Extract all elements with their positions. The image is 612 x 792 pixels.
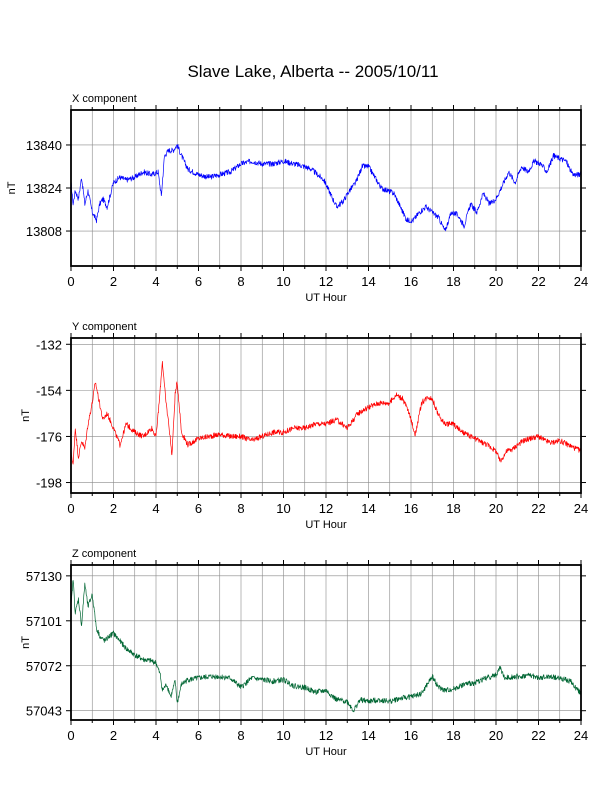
y-tick-label: -198: [36, 476, 62, 491]
x-axis-label: UT Hour: [305, 292, 347, 304]
x-tick-label: 22: [531, 501, 545, 516]
y-tick-label: 13824: [26, 181, 62, 196]
x-tick-label: 6: [195, 501, 202, 516]
x-tick-label: 6: [195, 728, 202, 743]
y-tick-label: -176: [36, 429, 62, 444]
x-tick-label: 4: [152, 728, 159, 743]
x-plot-frame: [70, 109, 582, 267]
y-plot-frame: [70, 337, 582, 494]
x-tick-label: 20: [489, 728, 503, 743]
x-axis-label: UT Hour: [305, 519, 347, 531]
x-tick-label: 12: [319, 501, 333, 516]
y-tick-label: -154: [36, 383, 62, 398]
x-tick-label: 14: [361, 728, 375, 743]
z-panel-title: Z component: [72, 548, 136, 560]
x-tick-label: 2: [110, 501, 117, 516]
x-tick-label: 4: [152, 274, 159, 289]
x-series-line: [70, 143, 581, 232]
z-plot-frame: [70, 564, 582, 721]
y-tick-label: 13840: [26, 138, 62, 153]
x-tick-label: 18: [446, 501, 460, 516]
y-panel-title: Y component: [72, 321, 137, 333]
x-tick-label: 20: [489, 501, 503, 516]
x-tick-label: 10: [276, 501, 290, 516]
x-tick-label: 14: [361, 501, 375, 516]
y-tick-label: 13808: [26, 224, 62, 239]
x-tick-label: 24: [574, 274, 588, 289]
x-tick-label: 14: [361, 274, 375, 289]
z-series-line: [70, 580, 582, 713]
x-tick-label: 16: [404, 728, 418, 743]
y-axis-label: nT: [20, 409, 32, 422]
x-tick-label: 18: [446, 274, 460, 289]
y-axis-label: nT: [6, 181, 18, 194]
x-tick-label: 12: [319, 728, 333, 743]
x-tick-label: 22: [531, 274, 545, 289]
x-tick-label: 0: [67, 501, 74, 516]
y-tick-label: 57072: [26, 659, 62, 674]
y-axis-label: nT: [20, 636, 32, 649]
x-tick-label: 8: [237, 728, 244, 743]
y-tick-label: -132: [36, 337, 62, 352]
x-axis-label: UT Hour: [305, 746, 347, 758]
x-tick-label: 20: [489, 274, 503, 289]
x-tick-label: 12: [319, 274, 333, 289]
x-tick-label: 8: [237, 501, 244, 516]
x-panel-title: X component: [72, 93, 137, 105]
x-tick-label: 2: [110, 728, 117, 743]
y-series-line: [70, 360, 582, 465]
x-tick-label: 0: [67, 728, 74, 743]
x-tick-label: 10: [276, 274, 290, 289]
y-tick-label: 57043: [26, 704, 62, 719]
x-tick-label: 8: [237, 274, 244, 289]
x-tick-label: 22: [531, 728, 545, 743]
x-tick-label: 2: [110, 274, 117, 289]
figure-title: Slave Lake, Alberta -- 2005/10/11: [187, 62, 438, 81]
x-tick-label: 16: [404, 501, 418, 516]
y-tick-label: 57130: [26, 569, 62, 584]
x-tick-label: 24: [574, 501, 588, 516]
x-tick-label: 10: [276, 728, 290, 743]
x-tick-label: 0: [67, 274, 74, 289]
x-tick-label: 6: [195, 274, 202, 289]
y-tick-label: 57101: [26, 614, 62, 629]
x-tick-label: 16: [404, 274, 418, 289]
x-tick-label: 18: [446, 728, 460, 743]
x-tick-label: 4: [152, 501, 159, 516]
x-tick-label: 24: [574, 728, 588, 743]
